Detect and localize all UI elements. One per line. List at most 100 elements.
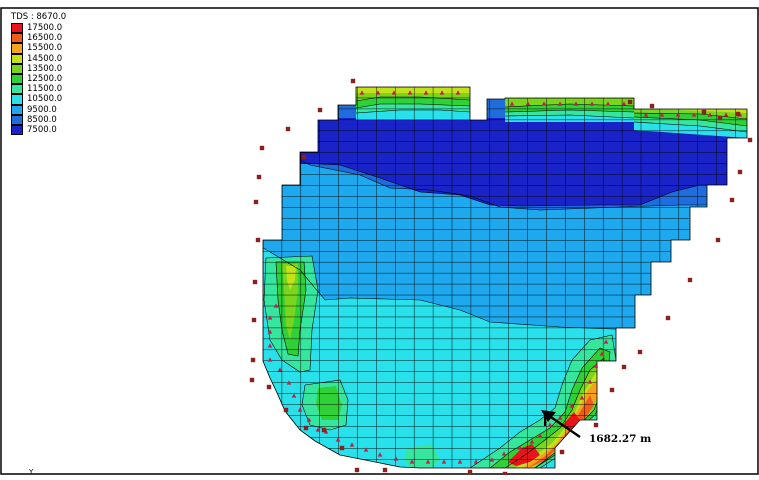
well-marker — [354, 467, 360, 473]
legend-label: 7500.0 — [27, 124, 57, 135]
well-marker — [375, 90, 381, 95]
well-marker — [501, 451, 507, 456]
contour-fill — [263, 87, 747, 468]
well-marker — [547, 422, 553, 427]
legend-label: 9500.0 — [27, 104, 57, 115]
legend-swatch — [11, 104, 23, 115]
well-marker — [267, 315, 273, 320]
well-marker — [256, 174, 262, 180]
scale-label: 1682.27 m — [589, 433, 652, 445]
well-marker — [715, 237, 721, 243]
well-marker — [350, 78, 356, 84]
well-marker — [359, 90, 365, 95]
well-marker — [593, 422, 599, 428]
well-marker — [707, 112, 713, 117]
well-marker — [301, 154, 307, 160]
well-marker — [423, 90, 429, 95]
well-marker — [407, 90, 413, 95]
well-marker — [649, 103, 655, 109]
well-marker — [599, 351, 605, 356]
well-marker — [349, 442, 355, 447]
well-marker — [255, 237, 261, 243]
legend-swatch — [11, 33, 23, 44]
outside-wells — [249, 78, 753, 477]
well-marker — [729, 197, 735, 203]
well-marker — [267, 329, 273, 334]
well-marker — [737, 169, 743, 175]
legend-swatch — [11, 53, 23, 64]
well-marker — [315, 427, 321, 432]
legend-swatch — [11, 84, 23, 95]
well-marker — [637, 349, 643, 355]
well-marker — [517, 445, 523, 450]
legend-label: 15500.0 — [27, 43, 63, 54]
scale-arrow — [541, 410, 581, 438]
well-marker — [283, 407, 289, 413]
legend-swatch — [11, 94, 23, 105]
legend-label: 10500.0 — [27, 94, 63, 105]
legend-swatch — [11, 124, 23, 136]
well-marker — [251, 317, 257, 323]
well-marker — [250, 357, 256, 363]
well-marker — [425, 459, 431, 464]
well-marker — [589, 101, 595, 106]
frame-border — [0, 7, 759, 475]
legend-item: 13500.0 — [11, 63, 81, 74]
well-marker — [382, 467, 388, 473]
well-marker — [277, 367, 283, 372]
well-marker — [509, 101, 515, 106]
well-marker — [286, 380, 292, 385]
well-marker — [249, 377, 255, 383]
grid-outline — [262, 86, 748, 469]
boundary-wells — [267, 90, 743, 464]
legend-label: 17500.0 — [27, 23, 63, 34]
legend: TDS : 8670.0 17500.0 16500.0 15500.0 14500.… — [11, 12, 81, 136]
well-marker — [339, 445, 345, 451]
legend-item: 8500.0 — [11, 114, 81, 125]
axis-marker: Y — [28, 468, 34, 475]
well-marker — [621, 364, 627, 370]
well-marker — [409, 459, 415, 464]
legend-item: 17500.0 — [11, 23, 81, 34]
well-marker — [291, 393, 297, 398]
well-marker — [303, 425, 309, 431]
well-marker — [455, 90, 461, 95]
well-marker — [537, 433, 543, 438]
well-marker — [735, 111, 741, 117]
legend-swatch — [11, 43, 23, 54]
well-marker — [393, 456, 399, 461]
well-marker — [457, 459, 463, 464]
legend-item: 9500.0 — [11, 104, 81, 115]
legend-label: 14500.0 — [27, 53, 63, 64]
well-marker — [267, 357, 273, 362]
legend-item: 10500.0 — [11, 94, 81, 105]
well-marker — [643, 112, 649, 117]
well-marker — [603, 339, 609, 344]
well-marker — [573, 101, 579, 106]
legend-item: 12500.0 — [11, 73, 81, 85]
well-marker — [593, 363, 599, 368]
well-marker — [587, 379, 593, 384]
well-marker — [306, 417, 312, 422]
legend-label: 16500.0 — [27, 33, 63, 44]
well-marker — [569, 403, 575, 408]
well-marker — [717, 115, 723, 121]
well-marker — [541, 101, 547, 106]
well-marker — [317, 107, 323, 113]
legend-item: 7500.0 — [11, 124, 81, 136]
well-marker — [489, 457, 495, 462]
well-marker — [579, 395, 585, 400]
well-marker — [525, 101, 531, 106]
well-marker — [297, 407, 303, 412]
legend-swatch — [11, 23, 23, 34]
well-marker — [391, 90, 397, 95]
well-marker — [691, 112, 697, 117]
well-marker — [439, 90, 445, 95]
legend-item: 16500.0 — [11, 33, 81, 44]
well-marker — [675, 112, 681, 117]
well-marker — [273, 303, 279, 308]
well-marker — [621, 101, 627, 106]
well-marker — [377, 452, 383, 457]
well-marker — [605, 101, 611, 106]
